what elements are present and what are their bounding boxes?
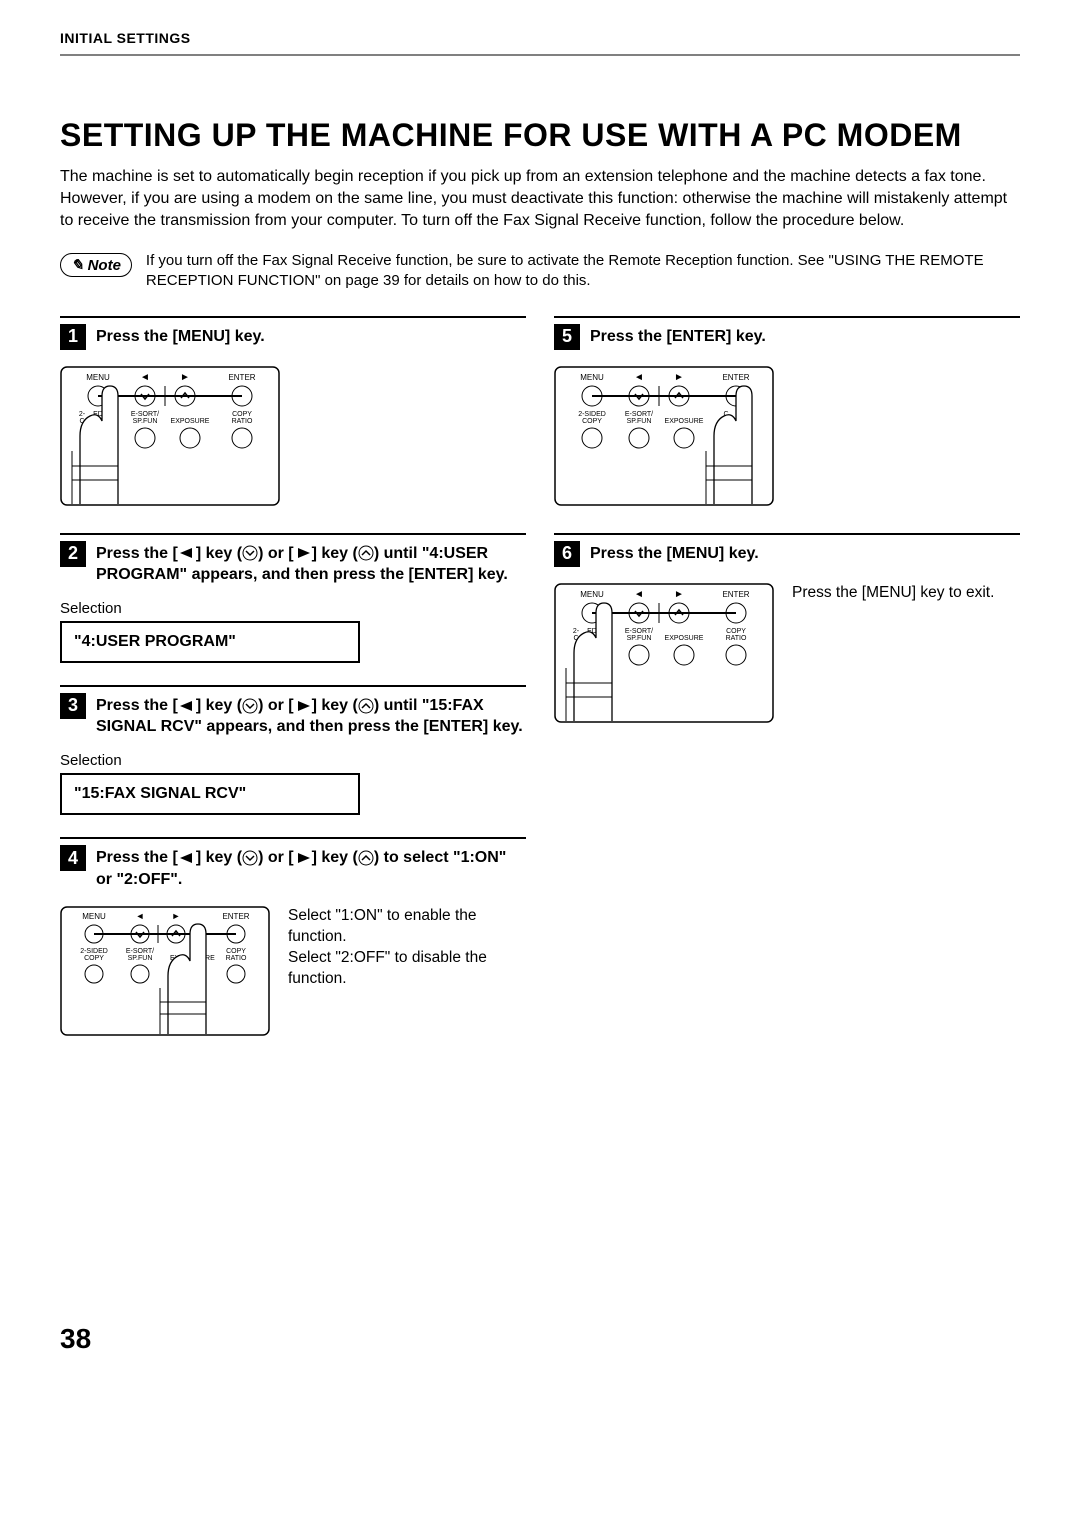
svg-text:E-SORT/: E-SORT/ [625,411,653,418]
control-panel-figure: MENU ◄ ► ENTER 2-SIDED COPY E-SORT/ SP.F… [554,366,1020,511]
control-panel-figure: MENU ◄ ► ENTER 2-SIDED COPY E-SORT/ SP.F… [60,906,270,1041]
svg-text:►: ► [674,372,684,383]
pencil-icon: ✎ [71,256,84,274]
svg-text:COPY: COPY [232,411,252,418]
step-5: 5 Press the [ENTER] key. MENU ◄ ► [554,316,1020,511]
step-title: Press the [] key () or [] key () to sele… [96,845,526,890]
svg-text:SP.FUN: SP.FUN [128,955,153,962]
svg-text:EXPOSURE: EXPOSURE [665,418,704,425]
step-side-text: Press the [MENU] key to exit. [792,583,994,604]
svg-text:ENTER: ENTER [722,590,749,599]
svg-text:2-SIDED: 2-SIDED [578,411,606,418]
svg-text:COPY: COPY [582,418,602,425]
svg-text:E-SORT/: E-SORT/ [126,948,154,955]
step-number: 3 [60,693,86,719]
svg-text:2-: 2- [79,411,86,418]
step-number: 5 [554,324,580,350]
svg-text:MENU: MENU [580,373,604,382]
step-3: 3 Press the [] key () or [] key () until… [60,685,526,815]
note-badge: ✎ Note [60,253,132,277]
step-1: 1 Press the [MENU] key. MENU ◄ ► [60,316,526,511]
step-title: Press the [] key () or [] key () until "… [96,541,526,586]
lcd-display: "4:USER PROGRAM" [60,621,360,663]
svg-text:►: ► [674,589,684,600]
step-number: 6 [554,541,580,567]
svg-text:EXPOSURE: EXPOSURE [171,418,210,425]
svg-text:E-SORT/: E-SORT/ [625,628,653,635]
svg-text:SP.FUN: SP.FUN [627,635,652,642]
step-2: 2 Press the [] key () or [] key () until… [60,533,526,663]
svg-text:2-SIDED: 2-SIDED [80,948,108,955]
step-title: Press the [MENU] key. [590,541,759,565]
svg-text:MENU: MENU [82,912,106,921]
svg-text:◄: ◄ [136,911,145,921]
svg-text:SP.FUN: SP.FUN [627,418,652,425]
svg-text:ENTER: ENTER [222,912,249,921]
svg-text:SP.FUN: SP.FUN [133,418,158,425]
control-panel-figure: MENU ◄ ► ENTER ED Y E-SORT/ SP.FUN [554,583,774,728]
svg-text:MENU: MENU [580,590,604,599]
svg-text:◄: ◄ [140,372,150,383]
svg-text:ENTER: ENTER [228,373,255,382]
note-callout: ✎ Note If you turn off the Fax Signal Re… [60,251,1020,292]
step-title: Press the [MENU] key. [96,324,265,348]
selection-label: Selection [60,752,526,769]
page-number: 38 [60,1323,1020,1355]
section-header: INITIAL SETTINGS [60,30,1020,56]
note-text: If you turn off the Fax Signal Receive f… [146,251,1020,292]
svg-text:◄: ◄ [634,372,644,383]
svg-text:RATIO: RATIO [226,955,247,962]
svg-text:►: ► [172,911,181,921]
note-badge-label: Note [88,257,121,274]
svg-text:RATIO: RATIO [232,418,253,425]
svg-text:►: ► [180,372,190,383]
svg-text:ENTER: ENTER [722,373,749,382]
svg-text:◄: ◄ [634,589,644,600]
step-number: 1 [60,324,86,350]
step-number: 2 [60,541,86,567]
svg-text:COPY: COPY [84,955,104,962]
svg-text:COPY: COPY [726,628,746,635]
lcd-display: "15:FAX SIGNAL RCV" [60,773,360,815]
selection-label: Selection [60,600,526,617]
step-title: Press the [] key () or [] key () until "… [96,693,526,738]
page-title: SETTING UP THE MACHINE FOR USE WITH A PC… [60,116,1020,154]
step-6: 6 Press the [MENU] key. MENU [554,533,1020,728]
step-4: 4 Press the [] key () or [] key () to se… [60,837,526,1041]
svg-text:RATIO: RATIO [726,635,747,642]
step-side-text: Select "1:ON" to enable the function. Se… [288,906,526,990]
svg-text:EXPOSURE: EXPOSURE [665,635,704,642]
step-title: Press the [ENTER] key. [590,324,766,348]
svg-text:MENU: MENU [86,373,110,382]
svg-text:2-: 2- [573,628,580,635]
svg-text:COPY: COPY [226,948,246,955]
step-number: 4 [60,845,86,871]
control-panel-figure: MENU ◄ ► ENTER ED Y E-SORT/ SP.FUN EXPOS… [60,366,526,511]
intro-paragraph: The machine is set to automatically begi… [60,166,1020,231]
svg-text:E-SORT/: E-SORT/ [131,411,159,418]
